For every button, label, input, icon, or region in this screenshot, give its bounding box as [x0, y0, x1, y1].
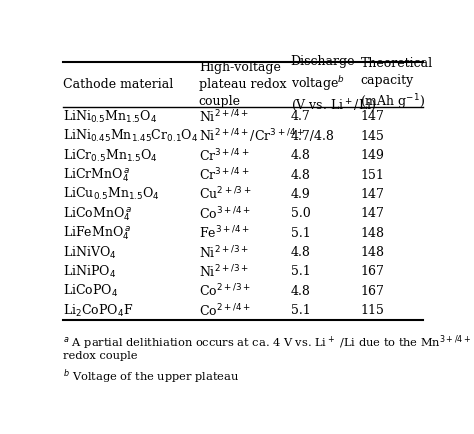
- Text: Li$_2$CoPO$_4$F: Li$_2$CoPO$_4$F: [63, 302, 133, 319]
- Text: $^a$ A partial delithiation occurs at ca. 4 V vs. Li$^+$ /Li due to the Mn$^{3+/: $^a$ A partial delithiation occurs at ca…: [63, 333, 471, 352]
- Text: Cr$^{3+/4+}$: Cr$^{3+/4+}$: [199, 148, 249, 164]
- Text: LiCrMnO$_4^{\,a}$: LiCrMnO$_4^{\,a}$: [63, 166, 130, 184]
- Text: LiCoMnO$_4^{\,a}$: LiCoMnO$_4^{\,a}$: [63, 205, 132, 223]
- Text: LiCoPO$_4$: LiCoPO$_4$: [63, 283, 118, 299]
- Text: redox couple: redox couple: [63, 351, 137, 361]
- Text: 147: 147: [360, 207, 384, 220]
- Text: 4.7/4.8: 4.7/4.8: [291, 130, 335, 143]
- Text: 5.1: 5.1: [291, 304, 310, 317]
- Text: Ni$^{2+/4+}$: Ni$^{2+/4+}$: [199, 108, 249, 125]
- Text: Theoretical
capacity
(mAh g$^{-1}$): Theoretical capacity (mAh g$^{-1}$): [360, 57, 433, 112]
- Text: Co$^{2+/3+}$: Co$^{2+/3+}$: [199, 283, 251, 299]
- Text: 148: 148: [360, 227, 384, 240]
- Text: 167: 167: [360, 285, 384, 298]
- Text: 167: 167: [360, 266, 384, 279]
- Text: 4.7: 4.7: [291, 110, 310, 123]
- Text: 148: 148: [360, 246, 384, 259]
- Text: Fe$^{3+/4+}$: Fe$^{3+/4+}$: [199, 225, 250, 241]
- Text: LiNiVO$_4$: LiNiVO$_4$: [63, 244, 117, 261]
- Text: Ni$^{2+/4+}$/Cr$^{3+/4+}$: Ni$^{2+/4+}$/Cr$^{3+/4+}$: [199, 128, 305, 145]
- Text: Ni$^{2+/3+}$: Ni$^{2+/3+}$: [199, 264, 249, 280]
- Text: 147: 147: [360, 110, 384, 123]
- Text: Cathode material: Cathode material: [63, 78, 173, 91]
- Text: 5.1: 5.1: [291, 266, 310, 279]
- Text: Co$^{2+/4+}$: Co$^{2+/4+}$: [199, 302, 251, 319]
- Text: High-voltage
plateau redox
couple: High-voltage plateau redox couple: [199, 61, 286, 108]
- Text: 4.8: 4.8: [291, 168, 310, 181]
- Text: 151: 151: [360, 168, 384, 181]
- Text: 4.8: 4.8: [291, 285, 310, 298]
- Text: LiNiPO$_4$: LiNiPO$_4$: [63, 264, 116, 280]
- Text: LiCu$_{0.5}$Mn$_{1.5}$O$_4$: LiCu$_{0.5}$Mn$_{1.5}$O$_4$: [63, 186, 160, 203]
- Text: 5.1: 5.1: [291, 227, 310, 240]
- Text: 145: 145: [360, 130, 384, 143]
- Text: Ni$^{2+/3+}$: Ni$^{2+/3+}$: [199, 244, 249, 261]
- Text: $^b$ Voltage of the upper plateau: $^b$ Voltage of the upper plateau: [63, 368, 239, 387]
- Text: LiNi$_{0.45}$Mn$_{1.45}$Cr$_{0.1}$O$_4$: LiNi$_{0.45}$Mn$_{1.45}$Cr$_{0.1}$O$_4$: [63, 128, 198, 145]
- Text: 5.0: 5.0: [291, 207, 310, 220]
- Text: LiNi$_{0.5}$Mn$_{1.5}$O$_4$: LiNi$_{0.5}$Mn$_{1.5}$O$_4$: [63, 109, 157, 125]
- Text: 147: 147: [360, 188, 384, 201]
- Text: Discharge
voltage$^b$
(V vs. Li$^+$/Li): Discharge voltage$^b$ (V vs. Li$^+$/Li): [291, 56, 376, 114]
- Text: Co$^{3+/4+}$: Co$^{3+/4+}$: [199, 206, 251, 222]
- Text: Cr$^{3+/4+}$: Cr$^{3+/4+}$: [199, 167, 249, 183]
- Text: 149: 149: [360, 149, 384, 162]
- Text: Cu$^{2+/3+}$: Cu$^{2+/3+}$: [199, 186, 252, 203]
- Text: 4.8: 4.8: [291, 246, 310, 259]
- Text: LiFeMnO$_4^{\,a}$: LiFeMnO$_4^{\,a}$: [63, 224, 131, 242]
- Text: 4.9: 4.9: [291, 188, 310, 201]
- Text: 4.8: 4.8: [291, 149, 310, 162]
- Text: 115: 115: [360, 304, 384, 317]
- Text: LiCr$_{0.5}$Mn$_{1.5}$O$_4$: LiCr$_{0.5}$Mn$_{1.5}$O$_4$: [63, 148, 158, 164]
